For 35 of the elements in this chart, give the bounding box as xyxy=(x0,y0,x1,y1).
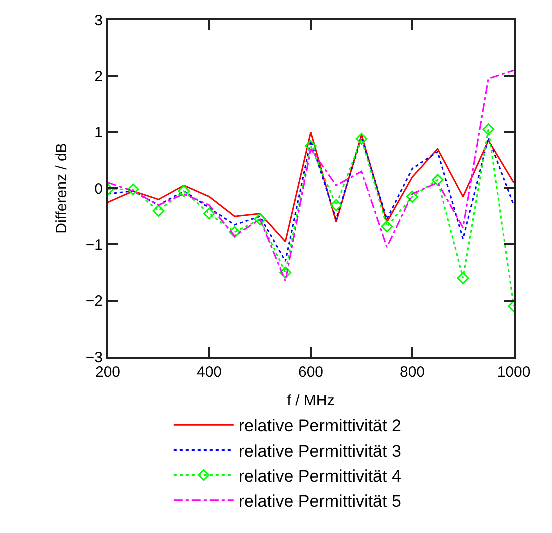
legend-label: relative Permittivität 5 xyxy=(238,492,402,512)
point xyxy=(457,272,470,284)
y-tick-label: −3 xyxy=(86,349,103,366)
legend-label: relative Permittivität 2 xyxy=(238,416,402,436)
point xyxy=(356,133,368,146)
y-tick-label: −1 xyxy=(86,236,103,254)
point xyxy=(127,184,140,196)
point xyxy=(330,199,342,212)
x-tick-label: 800 xyxy=(400,364,426,381)
point xyxy=(406,190,418,203)
point xyxy=(254,213,266,226)
y-axis-title: Differenz / dB xyxy=(54,143,71,234)
y-tick-label: 1 xyxy=(94,124,103,142)
line-series xyxy=(108,132,514,243)
legend-label: relative Permittivität 4 xyxy=(238,466,402,486)
point xyxy=(178,185,190,198)
x-tick-label: 600 xyxy=(298,364,324,381)
legend-label: relative Permittivität 3 xyxy=(238,442,402,461)
x-tick-label: 200 xyxy=(95,364,121,381)
x-axis-title: f / MHz xyxy=(287,392,335,410)
y-tick-label: 0 xyxy=(94,180,103,198)
y-tick-label: −2 xyxy=(86,293,103,310)
x-tick-label: 1000 xyxy=(497,364,531,381)
point xyxy=(432,174,444,186)
point xyxy=(305,140,317,152)
y-tick-label: 2 xyxy=(94,68,103,86)
line-series xyxy=(108,70,514,282)
point xyxy=(381,220,394,233)
point xyxy=(204,208,216,220)
point xyxy=(280,266,292,279)
x-tick-label: 400 xyxy=(196,364,222,381)
point xyxy=(482,124,495,136)
point xyxy=(228,226,241,238)
point xyxy=(152,205,165,217)
y-tick-label: 3 xyxy=(94,12,103,30)
